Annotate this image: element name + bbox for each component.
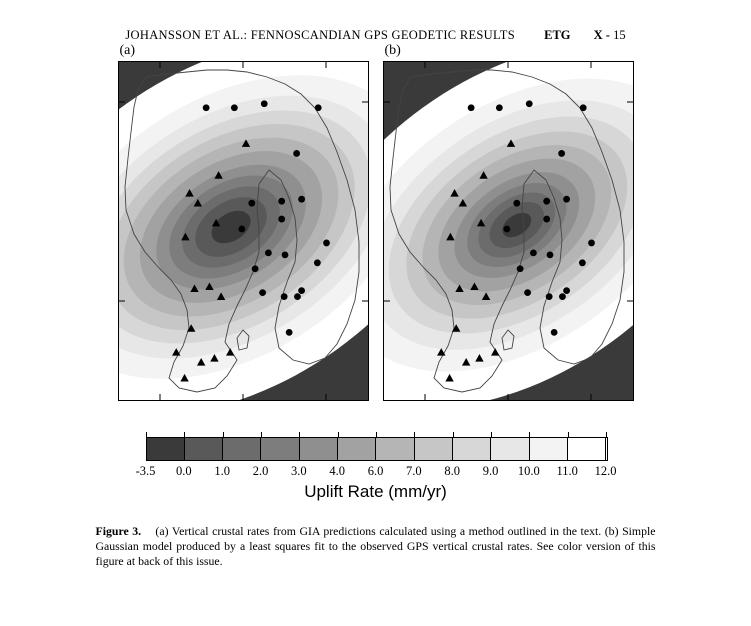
colorbar-cell: [453, 438, 491, 460]
colorbar-tick-label: 6.0: [368, 464, 384, 479]
panel-a-label: (a): [120, 43, 136, 59]
colorbar-tick-label: 2.0: [253, 464, 269, 479]
colorbar-cell: [491, 438, 529, 460]
colorbar-cell: [261, 438, 299, 460]
map-b-svg: [384, 62, 633, 400]
colorbar-tick-label: 4.0: [329, 464, 345, 479]
figure-caption: Figure 3. (a) Vertical crustal rates fro…: [96, 524, 656, 569]
panel-b-label: (b): [385, 43, 401, 59]
running-head: JOHANSSON ET AL.: FENNOSCANDIAN GPS GEOD…: [125, 28, 515, 42]
colorbar: -3.50.01.02.03.04.06.07.08.09.010.011.01…: [146, 437, 606, 502]
colorbar-cell: [415, 438, 453, 460]
colorbar-tick-label: 10.0: [518, 464, 540, 479]
panel-b: (b) 60°70°10°20°30°: [383, 61, 634, 401]
colorbar-cell: [530, 438, 568, 460]
running-head-row: JOHANSSON ET AL.: FENNOSCANDIAN GPS GEOD…: [0, 0, 751, 61]
colorbar-tick-label: 3.0: [291, 464, 307, 479]
colorbar-cell: [338, 438, 376, 460]
caption-text: (a) Vertical crustal rates from GIA pred…: [96, 524, 656, 568]
header-page: X - 15: [594, 28, 626, 42]
colorbar-tick-label: 1.0: [214, 464, 230, 479]
header-etg: ETG: [544, 28, 570, 42]
colorbar-tick-label: 11.0: [556, 464, 577, 479]
colorbar-cell: [300, 438, 338, 460]
figure-3: (a) 60°70°10°20°30° (b) 60°70°10°20°30° …: [96, 61, 656, 502]
map-a-svg: [119, 62, 368, 400]
colorbar-axis-label: Uplift Rate (mm/yr): [146, 482, 606, 502]
colorbar-tick-label: -3.5: [136, 464, 156, 479]
colorbar-tick-label: 7.0: [406, 464, 422, 479]
colorbar-cell: [223, 438, 261, 460]
colorbar-tick-label: 8.0: [444, 464, 460, 479]
colorbar-tick-label: 12.0: [595, 464, 617, 479]
figure-panels: (a) 60°70°10°20°30° (b) 60°70°10°20°30°: [96, 61, 656, 401]
panel-a: (a) 60°70°10°20°30°: [118, 61, 369, 401]
caption-label: Figure 3.: [96, 524, 142, 538]
colorbar-cell: [147, 438, 185, 460]
colorbar-cell: [376, 438, 414, 460]
colorbar-tick-label: 0.0: [176, 464, 192, 479]
colorbar-tick-labels: -3.50.01.02.03.04.06.07.08.09.010.011.01…: [146, 461, 606, 479]
colorbar-cell: [185, 438, 223, 460]
colorbar-cells: [146, 437, 608, 461]
map-b: 60°70°10°20°30°: [383, 61, 634, 401]
map-a: 60°70°10°20°30°: [118, 61, 369, 401]
colorbar-cell: [568, 438, 606, 460]
colorbar-tick-label: 9.0: [483, 464, 499, 479]
